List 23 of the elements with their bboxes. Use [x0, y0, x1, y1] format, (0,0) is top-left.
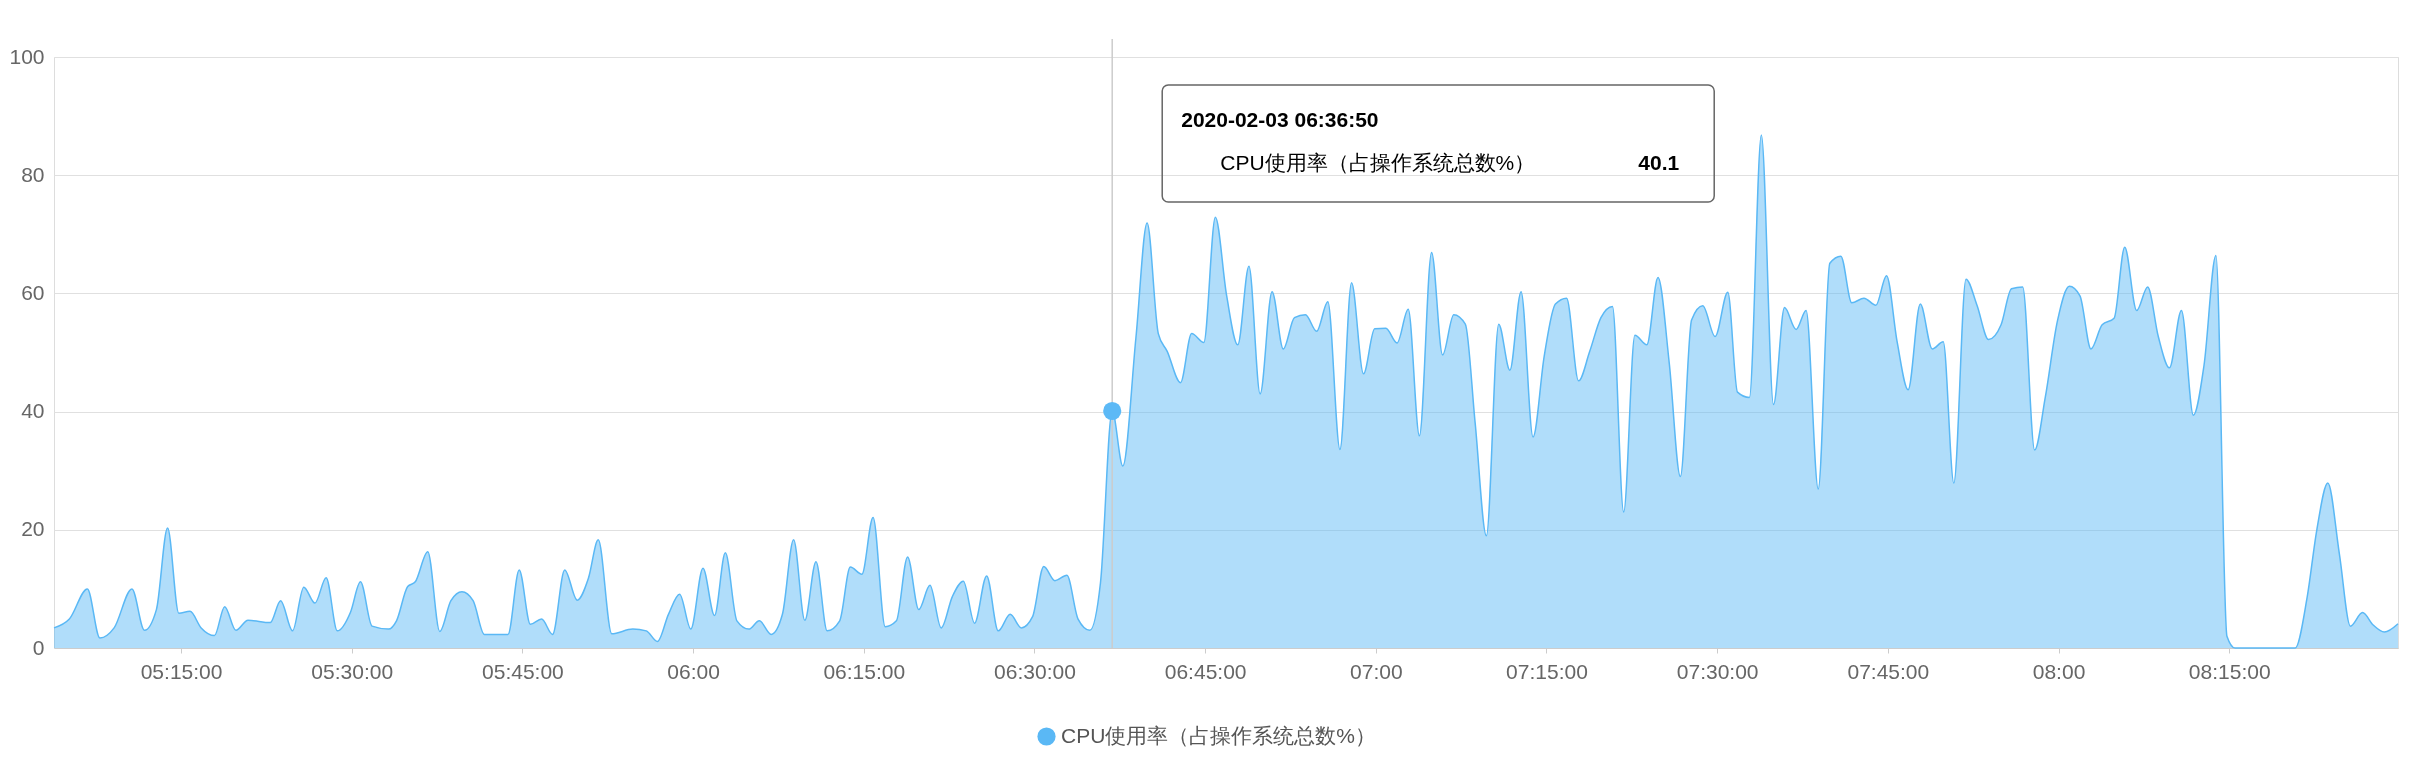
x-tick-label: 07:30:00 — [1676, 659, 1759, 683]
y-tick-label: 40 — [21, 399, 45, 423]
text: CPU使用率（占操作系统总数%） — [1220, 151, 1536, 174]
x-tick-label: 05:15:00 — [140, 659, 223, 683]
annotation: 2020-02-03 06:36:50 — [1181, 108, 1379, 131]
y-tick-label: 60 — [21, 280, 45, 304]
x-tick-label: 07:00 — [1350, 659, 1403, 683]
y-tick-label: 80 — [21, 162, 45, 186]
annotation: 40.1 — [1638, 151, 1680, 174]
y-tick-label: 20 — [21, 517, 45, 541]
x-tick-label: 08:15:00 — [2188, 659, 2271, 683]
x-tick-label: 07:15:00 — [1506, 659, 1588, 683]
legend-label: CPU使用率（占操作系统总数%） — [1061, 723, 1377, 747]
x-tick-label: 08:00 — [2032, 659, 2086, 683]
x-tick-label: 07:45:00 — [1847, 659, 1930, 683]
y-tick-label: 100 — [9, 44, 45, 68]
x-tick-label: 06:45:00 — [1164, 659, 1247, 683]
y-tick-label: 0 — [32, 635, 45, 659]
x-tick-label: 06:15:00 — [823, 659, 906, 683]
x-tick-label: 06:00 — [667, 659, 720, 683]
x-tick-label: 06:30:00 — [994, 659, 1076, 683]
x-tick-label: 05:45:00 — [482, 659, 564, 683]
x-tick-label: 05:30:00 — [311, 659, 394, 683]
